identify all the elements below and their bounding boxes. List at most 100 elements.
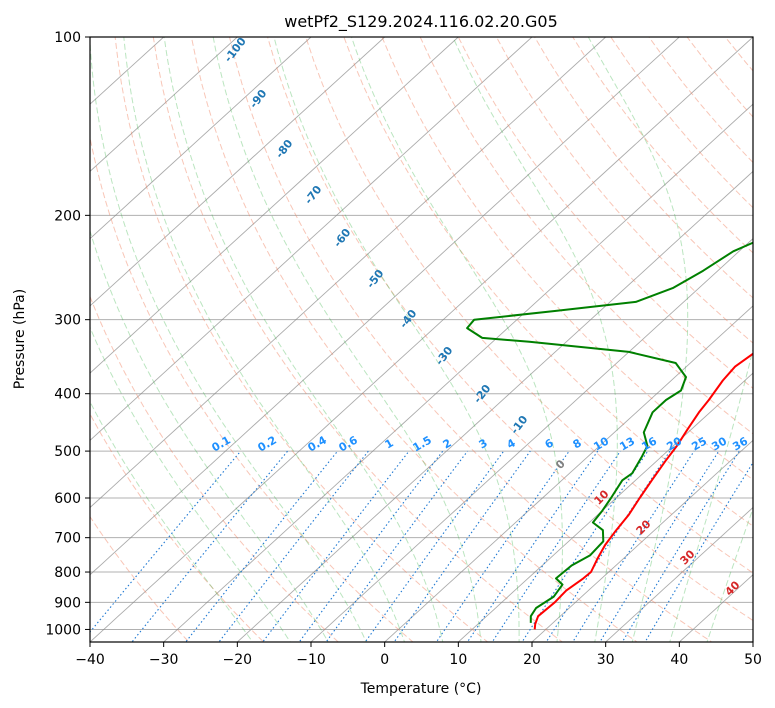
mixing-ratio-label: 3 — [477, 436, 490, 451]
x-axis-label: Temperature (°C) — [360, 681, 482, 697]
dry-adiabat-line — [267, 37, 753, 622]
mixing-ratio-line — [90, 450, 242, 633]
mixing-ratio-label: 16 — [639, 434, 659, 453]
isotherm-line — [457, 372, 753, 642]
dry-adiabat-label: 20 — [634, 517, 654, 537]
dry-adiabat-line — [90, 412, 265, 642]
isotherm-line — [90, 37, 680, 576]
dry-adiabat-line — [190, 37, 638, 642]
dry-adiabat-line — [457, 37, 753, 389]
isotherm-line — [90, 37, 312, 240]
moist-adiabat-label: -50 — [364, 267, 387, 291]
moist-adiabat-label: -10 — [508, 413, 531, 437]
profile-series — [466, 241, 753, 630]
mixing-ratio-line — [521, 450, 649, 642]
y-tick-label: 100 — [54, 30, 81, 46]
x-axis: −40 −30 −20 −10 0 10 20 30 40 50 — [75, 642, 762, 668]
x-tick-label: −30 — [149, 652, 179, 668]
temperature-profile — [533, 352, 753, 630]
mixing-ratio-label: 4 — [505, 436, 518, 451]
moist-adiabat-line — [90, 326, 291, 642]
moist-adiabat-line — [163, 37, 444, 642]
mixing-ratio-line — [572, 450, 695, 642]
y-tick-label: 400 — [54, 387, 81, 403]
moist-adiabat-line — [706, 507, 753, 642]
x-tick-label: −10 — [296, 652, 326, 668]
dewpoint-profile — [466, 241, 753, 623]
isotherm-line — [752, 641, 753, 642]
moist-adiabat-line — [351, 37, 563, 642]
dry-adiabat-line — [114, 37, 489, 642]
mixing-ratio-label: 6 — [543, 436, 556, 451]
isopleth-labels: -100-90-80-70-60-50-40-30-20-100.1 0.2 0.4… — [210, 35, 751, 599]
y-tick-label: 500 — [54, 444, 81, 460]
mixing-ratio-line — [435, 450, 570, 642]
isotherm-line — [678, 574, 753, 642]
y-tick-label: 600 — [54, 491, 81, 507]
isotherm-line — [163, 103, 753, 642]
x-tick-label: 30 — [597, 652, 615, 668]
moist-adiabat-label: -20 — [471, 382, 494, 406]
y-tick-label: 200 — [54, 208, 81, 224]
isotherm-line — [90, 37, 607, 509]
isotherm-line — [384, 305, 753, 642]
plot-frame — [89, 36, 754, 643]
dry-adiabat-line — [343, 37, 753, 527]
dry-adiabat-line — [495, 37, 753, 344]
dry-adiabat-line — [724, 37, 753, 72]
dry-adiabat-line — [763, 37, 775, 654]
moist-adiabat-label: -90 — [247, 87, 270, 111]
background-lines — [90, 37, 775, 654]
mixing-ratio-line — [393, 450, 531, 642]
zero-isotherm-label: 0 — [553, 457, 568, 472]
mixing-ratio-line — [491, 450, 621, 642]
dry-adiabat-line — [305, 37, 753, 574]
x-tick-label: −20 — [223, 652, 253, 668]
mixing-ratio-label: 36 — [730, 434, 750, 453]
moist-adiabat-line — [212, 37, 482, 642]
y-tick-label: 700 — [54, 531, 81, 547]
x-tick-label: 40 — [670, 652, 688, 668]
x-tick-label: 20 — [523, 652, 541, 668]
dry-adiabat-label: 30 — [678, 547, 698, 567]
y-tick-label: 300 — [54, 313, 81, 329]
y-axis: 100 200 300 400 500 600 700 800 900 1000 — [45, 30, 90, 638]
isotherm-line — [90, 37, 386, 307]
mixing-ratio-line — [364, 450, 505, 642]
dry-adiabat-line — [90, 135, 414, 642]
isotherm-line — [90, 37, 238, 173]
y-tick-label: 1000 — [45, 622, 81, 638]
x-tick-label: 50 — [744, 652, 762, 668]
moist-adiabat-label: -60 — [331, 226, 354, 250]
moist-adiabat-label: -40 — [397, 307, 420, 331]
mixing-ratio-label: 1 — [383, 436, 396, 451]
x-tick-label: 10 — [449, 652, 467, 668]
moist-adiabat-label: -100 — [222, 35, 249, 65]
dry-adiabat-label: 40 — [723, 578, 743, 598]
dry-adiabat-line — [572, 37, 753, 254]
dry-adiabat-line — [229, 37, 713, 642]
moist-adiabat-line — [669, 347, 753, 642]
moist-adiabat-line — [90, 400, 254, 642]
mixing-ratio-line — [262, 450, 410, 642]
isotherm-line — [90, 37, 753, 642]
mixing-ratio-label: 8 — [571, 436, 584, 451]
y-tick-label: 800 — [54, 565, 81, 581]
moist-adiabat-line — [452, 37, 618, 642]
mixing-ratio-line — [621, 450, 740, 642]
moist-adiabat-line — [90, 37, 367, 642]
moist-adiabat-label: -30 — [433, 344, 456, 368]
y-tick-label: 900 — [54, 595, 81, 611]
dry-adiabat-line — [686, 37, 753, 118]
dry-adiabat-line — [381, 37, 753, 481]
moist-adiabat-label: -70 — [302, 183, 325, 207]
isotherm-line — [236, 170, 753, 642]
moist-adiabat-line — [123, 37, 406, 642]
mixing-ratio-line — [644, 461, 753, 642]
dry-adiabat-line — [90, 515, 190, 642]
isotherm-line — [90, 37, 459, 374]
dry-adiabat-line — [534, 37, 753, 299]
isotherm-line — [90, 37, 533, 441]
moist-adiabat-line — [587, 37, 689, 642]
